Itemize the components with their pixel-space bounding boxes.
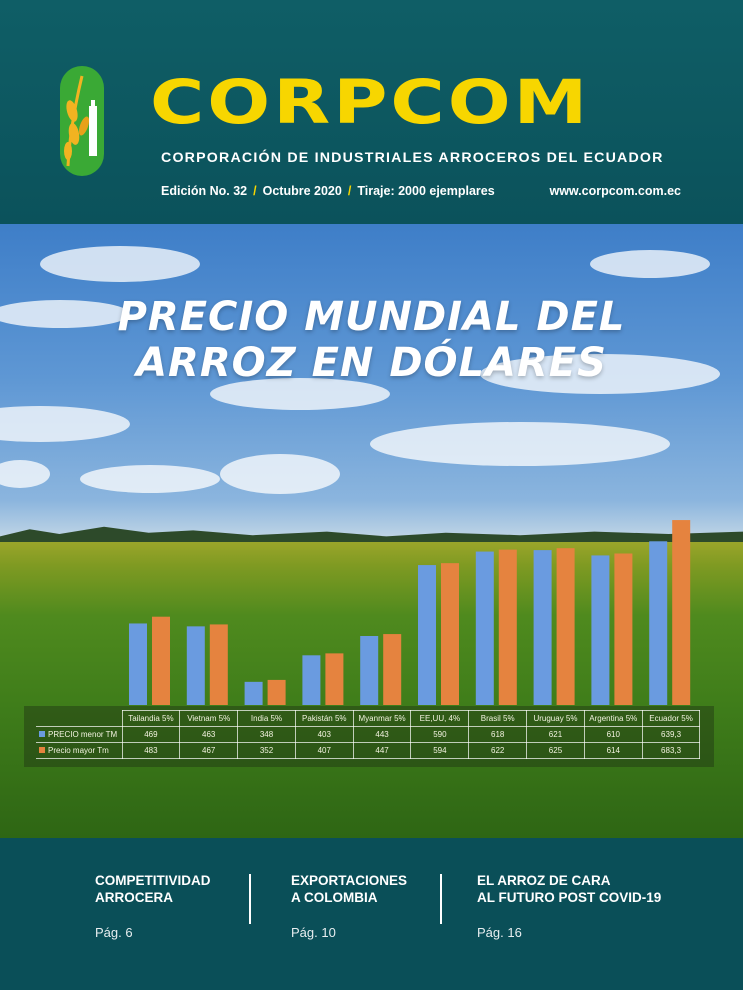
data-label: 614 <box>583 742 643 759</box>
divider <box>440 874 442 924</box>
category-label: Ecuador 5% <box>641 710 701 727</box>
data-label: 618 <box>468 726 528 743</box>
table-row: Precio mayor Tm 483 467 352 407 447 594 622 625 6… <box>36 742 701 759</box>
bar-precio-mayor <box>441 563 459 705</box>
issue-info: Edición No. 32 / Octubre 2020 / Tiraje: 2000… <box>161 184 495 198</box>
bar-precio-mayor <box>152 616 170 705</box>
table-header-row: Tailandia 5% Vietnam 5% India 5% Pakistán 5… <box>36 710 701 727</box>
series-legend: PRECIO menor TM <box>36 726 123 743</box>
series-name: PRECIO menor TM <box>48 730 118 739</box>
data-label: 443 <box>352 726 412 743</box>
legend-swatch <box>39 747 45 753</box>
article-link[interactable]: EL ARROZ DE CARA AL FUTURO POST COVID-19… <box>477 872 661 940</box>
table-row: PRECIO menor TM 469 463 348 403 443 590 618 621 6… <box>36 726 701 743</box>
data-label: 463 <box>179 726 239 743</box>
data-label: 348 <box>237 726 296 743</box>
category-label: Myanmar 5% <box>352 710 412 727</box>
series-legend: Precio mayor Tm <box>36 742 123 759</box>
bar-precio-mayor <box>267 679 286 705</box>
bar-precio-mayor <box>383 634 402 705</box>
category-label: India 5% <box>237 710 296 727</box>
data-label: 621 <box>526 726 585 743</box>
category-label: Pakistán 5% <box>294 710 354 727</box>
legend-swatch <box>39 731 45 737</box>
print-run: Tiraje: 2000 ejemplares <box>357 184 495 198</box>
bar-precio-mayor <box>209 624 228 705</box>
bar-precio-menor <box>649 541 668 705</box>
divider <box>249 874 251 924</box>
article-title: EXPORTACIONES A COLOMBIA <box>291 873 408 905</box>
data-label: 407 <box>294 742 354 759</box>
price-bar-chart <box>129 520 691 705</box>
data-label: 594 <box>410 742 470 759</box>
bar-precio-menor <box>302 655 321 705</box>
brand-wordmark: CORPCOM <box>150 67 591 138</box>
corpcom-logo-icon <box>60 66 104 176</box>
article-page: Pág. 16 <box>477 925 522 940</box>
data-label: 469 <box>121 726 181 743</box>
data-label: 590 <box>410 726 470 743</box>
headline-line-2: ARROZ EN DÓLARES <box>136 340 607 386</box>
bar-precio-menor <box>129 623 147 705</box>
category-label: EE,UU, 4% <box>410 710 470 727</box>
clouds <box>0 246 720 494</box>
bar-precio-menor <box>418 565 436 705</box>
data-label: 622 <box>468 742 528 759</box>
bar-precio-menor <box>186 626 205 705</box>
data-label: 483 <box>121 742 181 759</box>
website-link[interactable]: www.corpcom.com.ec <box>549 184 681 198</box>
bar-precio-menor <box>360 636 379 705</box>
data-label: 447 <box>352 742 412 759</box>
bar-precio-menor <box>244 681 263 705</box>
bar-precio-mayor <box>325 653 344 705</box>
bar-precio-menor <box>533 550 552 705</box>
bar-precio-menor <box>591 555 610 705</box>
article-title: EL ARROZ DE CARA AL FUTURO POST COVID-19 <box>477 873 662 905</box>
organization-name: CORPORACIÓN DE INDUSTRIALES ARROCEROS DE… <box>161 150 664 166</box>
issue-date: Octubre 2020 <box>262 184 342 198</box>
bar-precio-menor <box>475 551 494 705</box>
data-label: 610 <box>583 726 643 743</box>
data-label: 467 <box>179 742 239 759</box>
bar-precio-mayor <box>614 553 633 705</box>
headline-line-1: PRECIO MUNDIAL DEL <box>117 294 626 340</box>
cover-headline: PRECIO MUNDIAL DEL ARROZ EN DÓLARES <box>0 294 743 386</box>
category-label: Uruguay 5% <box>526 710 585 727</box>
article-link[interactable]: EXPORTACIONES A COLOMBIA Pág. 10 <box>291 872 407 940</box>
category-label: Argentina 5% <box>583 710 643 727</box>
masthead: CORPCOM CORPORACIÓN DE INDUSTRIALES ARRO… <box>0 0 743 224</box>
separator: / <box>347 184 352 198</box>
data-label: 639,3 <box>641 726 701 743</box>
data-label: 352 <box>237 742 296 759</box>
bar-precio-mayor <box>556 548 575 705</box>
series-name: Precio mayor Tm <box>48 746 109 755</box>
bar-precio-mayor <box>672 520 691 705</box>
data-label: 403 <box>294 726 354 743</box>
article-page: Pág. 6 <box>95 925 133 940</box>
empty-cell <box>36 711 122 727</box>
cover-photo: PRECIO MUNDIAL DEL ARROZ EN DÓLARES Tail… <box>0 224 743 838</box>
separator: / <box>253 184 257 198</box>
contents-footer: COMPETITIVIDAD ARROCERA Pág. 6 EXPORTACI… <box>0 838 743 990</box>
data-label: 625 <box>526 742 585 759</box>
category-label: Brasil 5% <box>468 710 528 727</box>
article-title: COMPETITIVIDAD ARROCERA <box>95 873 211 905</box>
article-link[interactable]: COMPETITIVIDAD ARROCERA Pág. 6 <box>95 872 211 940</box>
category-label: Vietnam 5% <box>179 710 239 727</box>
category-label: Tailandia 5% <box>121 710 181 727</box>
edition: Edición No. 32 <box>161 184 248 198</box>
article-page: Pág. 10 <box>291 925 336 940</box>
chart-data-table: Tailandia 5% Vietnam 5% India 5% Pakistán 5… <box>24 706 714 767</box>
bar-precio-mayor <box>498 549 517 705</box>
data-label: 683,3 <box>641 742 701 759</box>
